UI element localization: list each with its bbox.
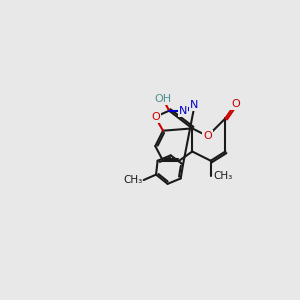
Text: O: O <box>151 112 160 122</box>
Text: O: O <box>231 99 240 109</box>
Text: OH: OH <box>154 94 172 104</box>
Text: N: N <box>190 100 199 110</box>
Text: O: O <box>203 131 212 141</box>
Text: CH₃: CH₃ <box>214 171 233 181</box>
Text: N: N <box>179 106 187 116</box>
Text: CH₃: CH₃ <box>123 175 142 185</box>
